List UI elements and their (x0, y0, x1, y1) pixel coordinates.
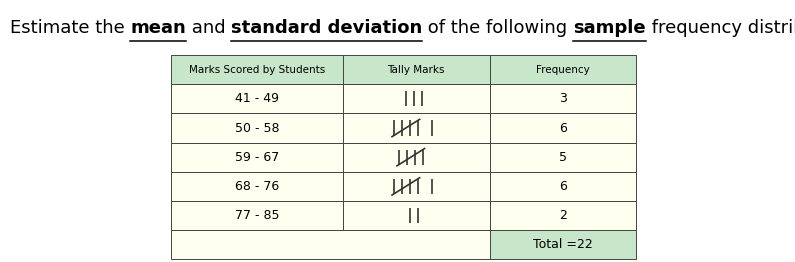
Text: 41 - 49: 41 - 49 (235, 92, 279, 105)
Text: 50 - 58: 50 - 58 (235, 122, 279, 134)
Text: 3: 3 (559, 92, 567, 105)
Bar (490, 201, 636, 230)
Bar (343, 113, 490, 143)
Bar (343, 84, 490, 113)
Bar (490, 84, 636, 113)
Text: 77 - 85: 77 - 85 (235, 209, 279, 222)
Bar (171, 172, 343, 201)
Bar (171, 143, 343, 172)
Bar (490, 172, 636, 201)
Text: 6: 6 (559, 180, 567, 193)
Bar (171, 113, 343, 143)
Text: Marks Scored by Students: Marks Scored by Students (189, 65, 325, 75)
Text: 6: 6 (559, 122, 567, 134)
Bar (343, 55, 490, 84)
Text: 68 - 76: 68 - 76 (235, 180, 279, 193)
Text: mean: mean (130, 19, 186, 37)
Text: sample: sample (573, 19, 646, 37)
Bar (343, 201, 490, 230)
Text: Tally Marks: Tally Marks (387, 65, 445, 75)
Text: 59 - 67: 59 - 67 (235, 151, 279, 164)
Bar (490, 230, 636, 259)
Bar (490, 113, 636, 143)
Bar (171, 55, 343, 84)
Bar (171, 84, 343, 113)
Bar (171, 201, 343, 230)
Text: of the following: of the following (422, 19, 573, 37)
Text: Total =22: Total =22 (533, 238, 592, 251)
Text: and: and (186, 19, 231, 37)
Bar (343, 172, 490, 201)
Bar (490, 143, 636, 172)
Text: 2: 2 (559, 209, 567, 222)
Text: 5: 5 (559, 151, 567, 164)
Bar (490, 55, 636, 84)
Text: Frequency: Frequency (536, 65, 590, 75)
Text: frequency distribution.: frequency distribution. (646, 19, 795, 37)
Text: Estimate the: Estimate the (10, 19, 130, 37)
Text: standard deviation: standard deviation (231, 19, 422, 37)
Bar (343, 143, 490, 172)
Bar (171, 230, 490, 259)
